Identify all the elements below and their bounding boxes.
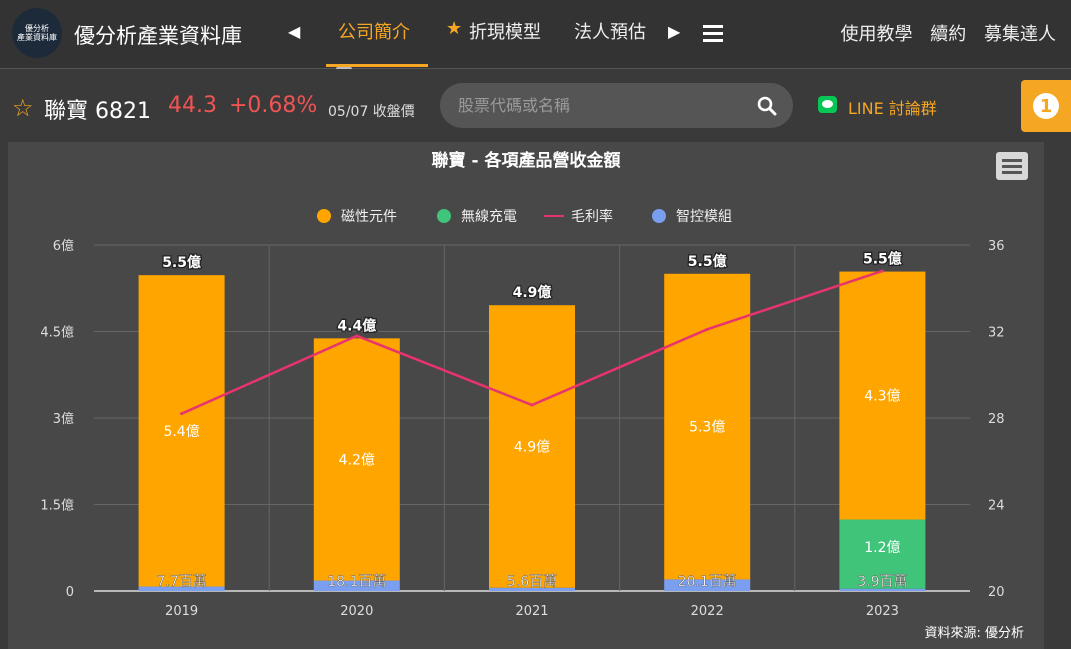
renew-link[interactable]: 續約 [930,24,967,45]
bar-segment [313,338,400,581]
data-label-total: 5.5億 [863,251,902,268]
data-label-magnetic: 4.3億 [864,389,900,405]
nav-forecast[interactable]: 法人預估 [574,22,646,43]
x-tick-label: 2020 [340,604,373,619]
notification-count: 1 [1033,93,1059,119]
nav-company-profile[interactable]: 公司簡介 [338,22,410,43]
gross-margin-point [355,334,359,338]
bar-segment [664,273,751,580]
legend-marker [652,209,666,223]
line-group-link[interactable]: LINE 討論群 [848,99,937,118]
brand-title[interactable]: 優分析產業資料庫 [74,24,242,48]
y-left-tick-label: 1.5億 [40,498,74,514]
right-links: 使用教學 續約 募集達人 [829,20,1056,46]
y-right-tick-label: 24 [988,499,1005,514]
menu-icon[interactable] [703,25,723,46]
x-tick-label: 2021 [515,604,548,619]
gross-margin-point [180,412,184,416]
bar-segment [489,587,575,591]
legend-label: 磁性元件 [341,209,397,225]
data-label-magnetic: 5.4億 [163,424,199,440]
data-label-total: 5.5億 [688,253,727,270]
chevron-left-icon[interactable]: ◀ [288,22,301,41]
bar-segment [313,580,400,591]
data-label-total: 4.4億 [337,317,376,334]
legend-marker [437,209,451,223]
stock-name: 聯寶 6821 [44,99,151,124]
bar-segment [138,586,225,591]
data-label-smart-module: 18.1百萬 [327,574,386,590]
top-navigation-bar: 優分析 產業資料庫 優分析產業資料庫 ◀ 公司簡介 ★ 折現模型 法人預估 ▶ … [0,0,1071,69]
line-icon[interactable] [818,96,837,113]
bar-segment [664,579,751,591]
price-date: 05/07 收盤價 [328,104,415,120]
gross-margin-point [880,269,884,273]
bar-segment [489,305,575,588]
stock-price: 44.3 [168,93,217,118]
star-icon: ★ [446,18,463,39]
y-left-tick-label: 0 [66,585,74,600]
logo-text-2: 產業資料庫 [17,33,57,42]
search-icon[interactable] [757,96,777,116]
gross-margin-point [705,327,709,331]
data-source-label: 資料來源: 優分析 [924,626,1024,641]
data-label-magnetic: 4.9億 [514,439,550,455]
search-input[interactable] [440,83,793,128]
notification-badge[interactable]: 1 [1021,80,1071,132]
brand-logo[interactable]: 優分析 產業資料庫 [12,8,62,58]
logo-text-1: 優分析 [25,24,49,33]
bar-segment [839,271,926,520]
data-label-magnetic: 4.2億 [339,452,375,468]
chart-title: 聯寶 - 各項產品營收金額 [432,150,621,171]
data-label-total: 5.5億 [162,254,201,271]
data-label-smart-module: 3.9百萬 [857,574,907,590]
x-tick-label: 2023 [866,604,899,619]
tutorial-link[interactable]: 使用教學 [840,24,913,45]
legend-label: 智控模組 [676,209,732,225]
chart-menu-icon[interactable] [996,152,1028,180]
data-label-total: 4.9億 [513,284,552,301]
y-right-tick-label: 20 [988,585,1005,600]
data-label-smart-module: 20.1百萬 [678,574,737,590]
stock-change: +0.68% [229,93,318,118]
x-tick-label: 2022 [691,604,724,619]
nav-dcf-model[interactable]: 折現模型 [469,22,541,43]
data-label-smart-module: 7.7百萬 [156,574,206,590]
chevron-right-icon[interactable]: ▶ [668,22,681,41]
bar-segment [138,275,225,587]
chart-panel: 聯寶 - 各項產品營收金額磁性元件 無線充電 毛利率 智控模組 0 1.5億 3億 4.5億 6… [8,142,1044,649]
bar-segment [839,519,926,589]
favorite-star-icon[interactable]: ☆ [12,94,34,122]
data-label-magnetic: 5.3億 [689,420,725,436]
gross-margin-point [530,403,534,407]
legend-label: 毛利率 [571,208,613,225]
y-right-tick-label: 32 [988,326,1005,341]
data-label-smart-module: 5.6百萬 [507,574,557,590]
y-left-tick-label: 6億 [53,238,74,254]
legend-label: 無線充電 [461,209,517,225]
y-right-tick-label: 36 [988,239,1005,254]
data-label-wireless: 1.2億 [864,540,900,556]
bar-segment [839,588,926,591]
legend-marker [317,209,331,223]
y-right-tick-label: 28 [988,412,1005,427]
x-tick-label: 2019 [165,604,198,619]
y-left-tick-label: 4.5億 [40,325,74,341]
y-left-tick-label: 3億 [53,411,74,427]
talent-link[interactable]: 募集達人 [984,24,1056,45]
active-tab-indicator [326,64,428,67]
